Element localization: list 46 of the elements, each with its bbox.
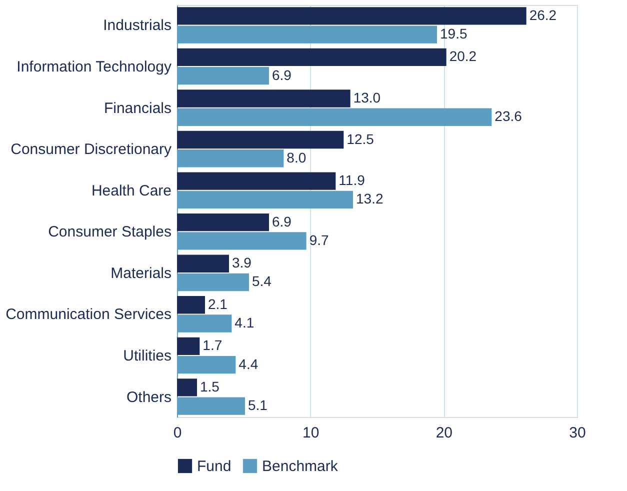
y-tick-label: Materials xyxy=(110,264,172,282)
data-label: 13.2 xyxy=(356,190,384,207)
x-tick-label: 0 xyxy=(173,424,182,442)
data-label: 19.5 xyxy=(440,26,468,42)
y-tick-label: Industrials xyxy=(103,17,172,34)
data-label: 20.2 xyxy=(449,48,477,64)
data-label: 5.1 xyxy=(248,397,268,414)
y-tick-label: Consumer Discretionary xyxy=(10,141,172,158)
x-tick-label: 30 xyxy=(569,424,586,442)
data-label: 5.4 xyxy=(252,273,272,290)
y-tick-label: Financials xyxy=(104,100,172,117)
y-tick-label: Utilities xyxy=(123,347,172,364)
data-label: 1.5 xyxy=(200,378,220,394)
bar xyxy=(177,7,526,25)
y-tick-label: Consumer Staples xyxy=(48,224,172,241)
data-label: 8.0 xyxy=(286,149,306,166)
data-label: 23.6 xyxy=(494,108,522,124)
data-label: 4.4 xyxy=(238,356,258,372)
data-label: 4.1 xyxy=(234,314,254,331)
data-label: 1.7 xyxy=(202,337,222,354)
data-label: 3.9 xyxy=(232,254,252,271)
legend-label: Fund xyxy=(197,458,232,475)
data-label: 26.2 xyxy=(529,6,557,23)
bar xyxy=(177,130,344,149)
y-tick-label: Others xyxy=(126,388,172,406)
bar xyxy=(177,337,200,356)
legend-label: Benchmark xyxy=(262,458,338,475)
x-tick-label: 10 xyxy=(302,424,320,442)
y-tick-label: Information Technology xyxy=(16,58,172,76)
bar xyxy=(177,296,205,314)
bar xyxy=(177,213,269,232)
data-label: 9.7 xyxy=(309,232,330,248)
data-label: 11.9 xyxy=(338,172,366,188)
bar xyxy=(177,172,336,190)
bar xyxy=(177,90,350,108)
data-label: 6.9 xyxy=(272,66,292,83)
data-label: 2.1 xyxy=(208,296,228,312)
data-label: 12.5 xyxy=(346,130,374,147)
data-label: 6.9 xyxy=(272,213,292,230)
y-tick-label: Health Care xyxy=(91,182,172,200)
y-tick-label: Communication Services xyxy=(6,306,172,324)
bar xyxy=(177,378,197,396)
bar xyxy=(177,48,446,66)
bar xyxy=(177,254,229,272)
data-label: 13.0 xyxy=(353,89,381,106)
x-tick-label: 20 xyxy=(436,424,453,442)
